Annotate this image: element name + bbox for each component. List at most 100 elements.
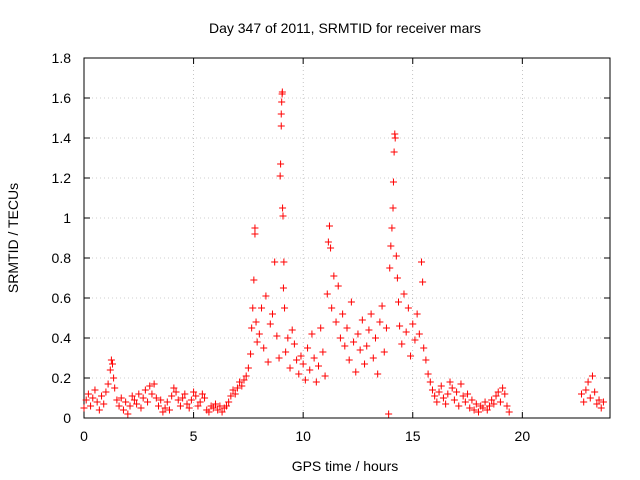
data-point: [185, 404, 193, 412]
data-point: [89, 394, 97, 402]
data-point: [80, 404, 88, 412]
data-point: [369, 354, 377, 362]
data-point: [255, 330, 263, 338]
data-point: [431, 392, 439, 400]
data-point: [252, 318, 260, 326]
x-axis-label: GPS time / hours: [292, 458, 399, 474]
y-tick-label: 1: [63, 210, 71, 226]
data-point: [378, 302, 386, 310]
data-point: [354, 330, 362, 338]
data-point: [172, 388, 180, 396]
data-point: [328, 304, 336, 312]
data-point: [170, 384, 178, 392]
data-point: [108, 360, 116, 368]
data-point: [341, 342, 349, 350]
y-tick-label: 1.2: [52, 170, 72, 186]
data-point: [244, 364, 252, 372]
data-point: [392, 252, 400, 260]
data-point: [582, 386, 590, 394]
data-point: [290, 340, 298, 348]
data-point: [428, 386, 436, 394]
y-tick-label: 0.6: [52, 290, 72, 306]
data-point: [339, 310, 347, 318]
data-point: [380, 348, 388, 356]
data-point: [273, 332, 281, 340]
data-point: [98, 392, 106, 400]
data-point: [363, 342, 371, 350]
data-point: [233, 384, 241, 392]
data-point: [288, 326, 296, 334]
data-point: [84, 390, 92, 398]
data-point: [168, 392, 176, 400]
data-point: [122, 398, 130, 406]
x-tick-label: 10: [295, 428, 311, 444]
data-point: [87, 402, 95, 410]
data-point: [194, 402, 202, 410]
data-point: [107, 356, 115, 364]
data-point: [110, 374, 118, 382]
data-point: [286, 364, 294, 372]
data-point: [278, 88, 286, 96]
data-point: [400, 290, 408, 298]
data-point: [422, 356, 430, 364]
data-point: [144, 398, 152, 406]
data-point: [345, 356, 353, 364]
data-point: [141, 386, 149, 394]
data-points: [80, 88, 607, 418]
data-point: [361, 360, 369, 368]
data-point: [336, 334, 344, 342]
data-point: [275, 354, 283, 362]
data-point: [409, 320, 417, 328]
data-point: [159, 408, 167, 416]
chart-title: Day 347 of 2011, SRMTID for receiver mar…: [209, 20, 481, 36]
data-point: [332, 318, 340, 326]
data-point: [249, 304, 257, 312]
data-point: [165, 406, 173, 414]
data-point: [253, 338, 261, 346]
data-point: [382, 324, 390, 332]
data-point: [591, 388, 599, 396]
data-point: [277, 160, 285, 168]
data-point: [150, 380, 158, 388]
data-point: [106, 366, 114, 374]
data-point: [281, 304, 289, 312]
x-tick-label: 0: [80, 428, 88, 444]
data-point: [187, 396, 195, 404]
data-point: [277, 110, 285, 118]
data-point: [209, 404, 217, 412]
data-point: [280, 258, 288, 266]
data-point: [163, 398, 171, 406]
data-point: [152, 394, 160, 402]
y-tick-label: 1.6: [52, 90, 72, 106]
data-point: [387, 242, 395, 250]
data-point: [393, 274, 401, 282]
data-point: [424, 370, 432, 378]
data-point: [496, 398, 504, 406]
data-point: [386, 264, 394, 272]
data-point: [492, 392, 500, 400]
plot-area-frame: [83, 57, 611, 419]
data-point: [415, 330, 423, 338]
data-point: [242, 372, 250, 380]
data-point: [104, 380, 112, 388]
data-point: [448, 384, 456, 392]
data-point: [483, 406, 491, 414]
data-point: [111, 384, 119, 392]
data-point: [446, 378, 454, 386]
data-point: [240, 376, 248, 384]
data-point: [505, 408, 513, 416]
data-point: [413, 310, 421, 318]
data-point: [126, 402, 134, 410]
data-point: [225, 398, 233, 406]
data-point: [299, 360, 307, 368]
data-point: [402, 328, 410, 336]
data-point: [198, 390, 206, 398]
y-tick-label: 0.2: [52, 370, 72, 386]
data-point: [251, 224, 259, 232]
data-point: [390, 148, 398, 156]
data-point: [100, 400, 108, 408]
data-point: [488, 396, 496, 404]
data-point: [352, 368, 360, 376]
data-point: [212, 400, 219, 408]
data-point: [317, 324, 325, 332]
